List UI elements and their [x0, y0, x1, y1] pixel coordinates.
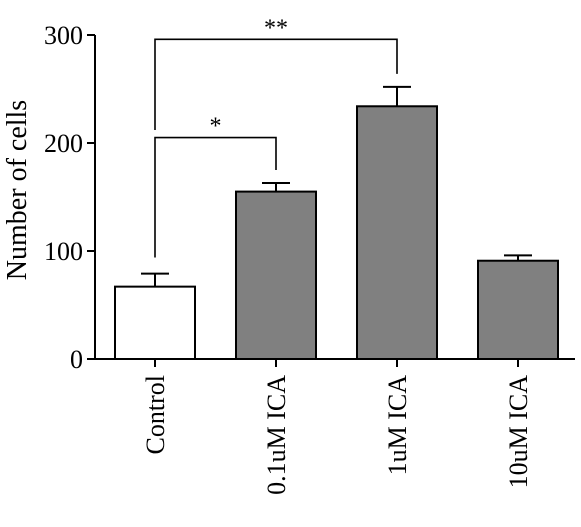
significance-brackets: ***: [154, 15, 398, 258]
x-tick-label: 1uM ICA: [383, 375, 412, 476]
y-axis-title: Number of cells: [2, 100, 33, 280]
x-axis: Control 0.1uM ICA 1uM ICA 10uM ICA: [95, 358, 575, 495]
bar: [356, 105, 438, 360]
x-tick-label: 0.1uM ICA: [262, 375, 291, 495]
x-tick-label: 10uM ICA: [504, 375, 533, 489]
significance-label: **: [264, 15, 288, 41]
bar: [477, 259, 559, 360]
bars: [114, 85, 559, 361]
y-axis: 0 100 200 300: [44, 21, 96, 374]
significance-bracket: [154, 136, 277, 258]
y-tick-label: 300: [44, 21, 83, 50]
y-tick-label: 200: [44, 129, 83, 158]
significance-label: *: [210, 114, 222, 140]
significance-bracket: [154, 38, 398, 131]
y-tick-label: 0: [70, 345, 83, 374]
x-tick-label: Control: [141, 375, 170, 454]
bar: [235, 190, 317, 360]
y-tick-label: 100: [44, 237, 83, 266]
bar: [114, 285, 196, 361]
